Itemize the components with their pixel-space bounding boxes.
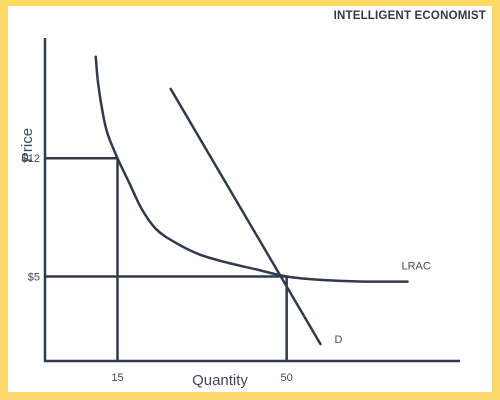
y-tick-label: $5: [28, 272, 40, 284]
y-axis-title: Price: [19, 128, 36, 162]
x-tick-label: 50: [281, 372, 293, 384]
series-d-curve: [169, 87, 322, 346]
chart-frame: [8, 6, 492, 392]
series-lrac-curve: [94, 55, 409, 283]
brand-logo: INTELLIGENT ECONOMIST: [333, 10, 486, 22]
x-axis-title: Quantity: [192, 372, 248, 389]
series-lrac-label: LRAC: [402, 261, 431, 273]
series-d-label: D: [335, 334, 343, 346]
x-tick-label: 15: [111, 372, 123, 384]
y-tick-label: $12: [22, 153, 40, 165]
